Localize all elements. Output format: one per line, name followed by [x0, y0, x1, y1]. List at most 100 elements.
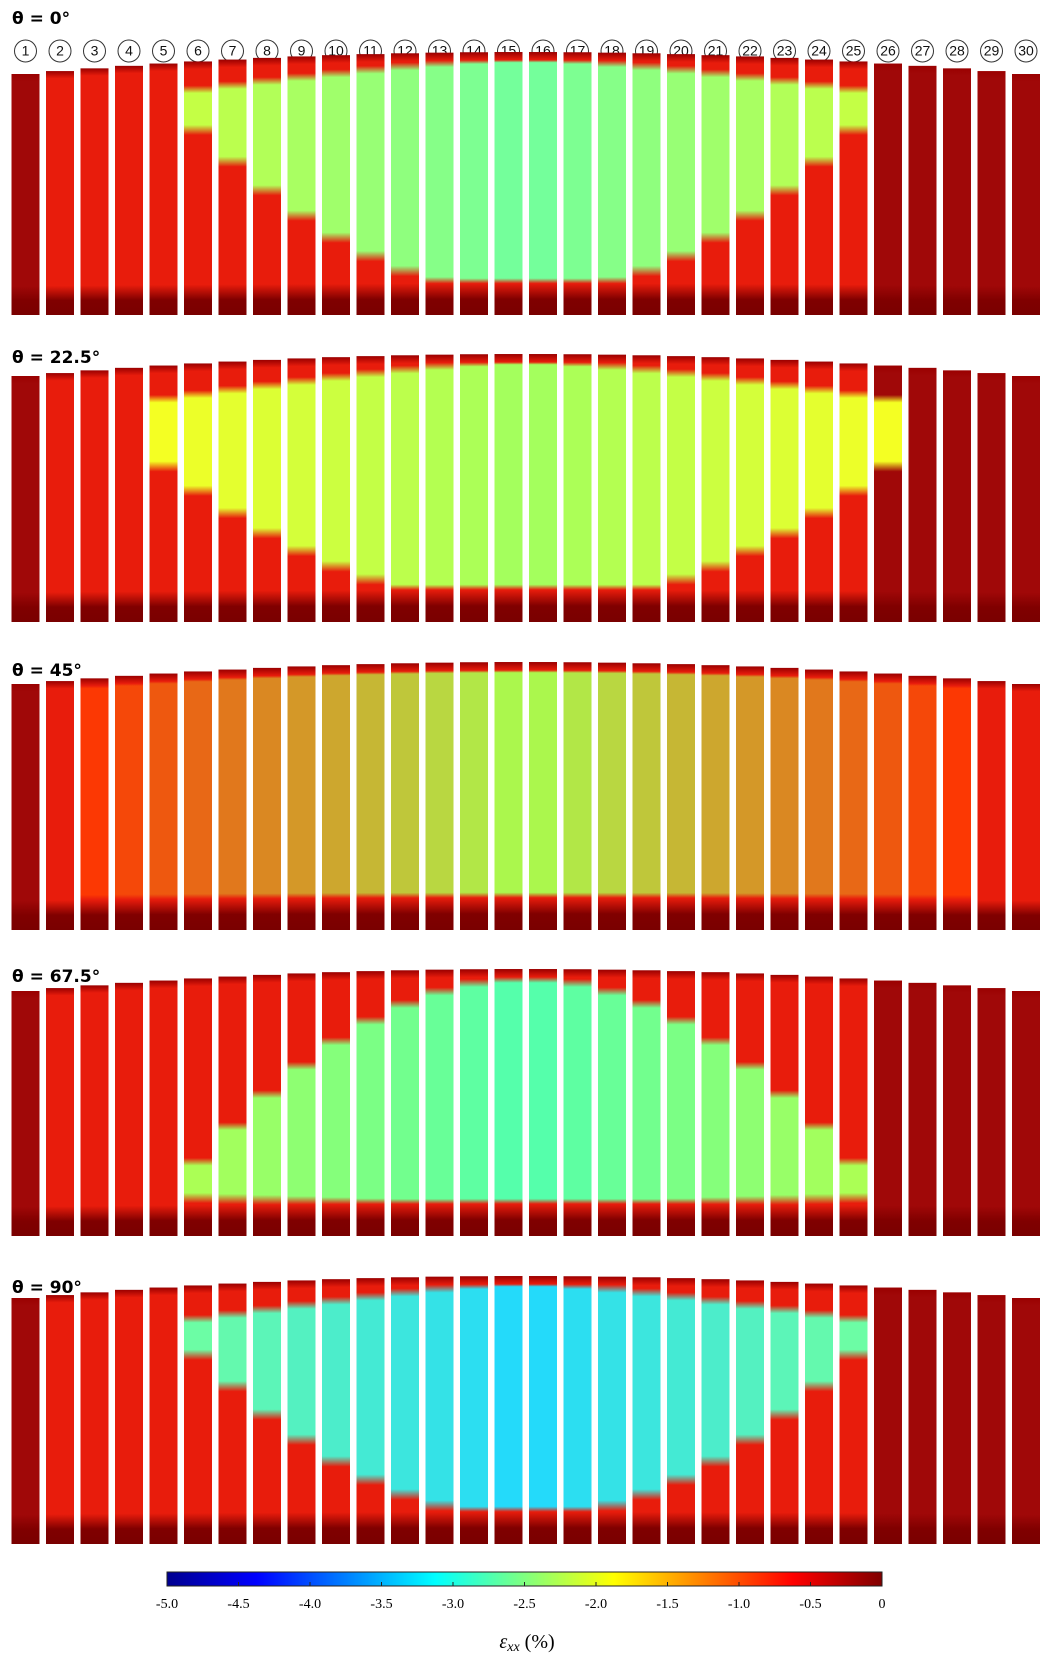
strip — [253, 974, 281, 1236]
strip — [391, 1277, 419, 1544]
strip-number: 28 — [949, 43, 965, 59]
strip — [460, 52, 488, 315]
strip — [770, 1281, 799, 1544]
strip — [701, 55, 730, 315]
colorbar-tick-label: -3.5 — [370, 1597, 392, 1612]
strip — [11, 74, 40, 315]
colorbar-tick-label: -0.5 — [799, 1597, 821, 1612]
strip — [184, 671, 212, 930]
colorbar-tick-label: 0 — [879, 1597, 886, 1612]
strip — [839, 61, 868, 316]
strip — [218, 669, 247, 930]
strip — [874, 980, 902, 1236]
strip — [494, 662, 523, 930]
strip — [11, 684, 40, 930]
strip — [770, 667, 799, 930]
strip — [494, 354, 523, 622]
strip — [701, 357, 730, 622]
strip-number: 7 — [229, 43, 237, 59]
strip — [874, 1287, 902, 1544]
strip-number: 26 — [880, 43, 896, 59]
colorbar-tick-label: -5.0 — [156, 1597, 178, 1612]
colorbar-tick-label: -3.0 — [442, 1597, 464, 1612]
strip — [632, 1277, 661, 1544]
strip — [1012, 991, 1040, 1236]
strip — [218, 1283, 247, 1544]
strip — [149, 1287, 178, 1544]
strip-number: 2 — [56, 43, 64, 59]
strip — [529, 354, 557, 622]
strip — [563, 1276, 592, 1544]
strip — [839, 671, 868, 930]
strip — [184, 1285, 212, 1544]
strip — [701, 972, 730, 1236]
strip — [908, 982, 937, 1236]
strip — [287, 56, 316, 315]
strip — [701, 1279, 730, 1544]
strip — [356, 971, 385, 1236]
strip — [494, 1276, 523, 1544]
strip — [460, 969, 488, 1236]
colorbar-tick-label: -1.5 — [656, 1597, 678, 1612]
strip — [184, 978, 212, 1236]
strip — [391, 970, 419, 1236]
strip — [149, 980, 178, 1236]
panel-title: θ = 0° — [12, 9, 70, 29]
strip — [632, 53, 661, 316]
panel-title: θ = 67.5° — [12, 967, 100, 987]
strip — [46, 373, 74, 622]
strip-number: 23 — [777, 43, 793, 59]
panel-title: θ = 45° — [12, 661, 82, 681]
strip — [805, 669, 833, 930]
strip — [736, 56, 764, 315]
strip — [115, 675, 143, 930]
colorbar-tick-label: -1.0 — [728, 1597, 750, 1612]
strip — [115, 982, 143, 1236]
strip — [805, 1283, 833, 1544]
strip — [839, 978, 868, 1236]
strip — [874, 365, 902, 622]
strip — [943, 370, 971, 622]
strip-number: 5 — [160, 43, 168, 59]
strip — [322, 1279, 350, 1544]
strip — [253, 359, 281, 622]
strip-number: 30 — [1018, 43, 1034, 59]
strip — [11, 991, 40, 1236]
strip — [563, 662, 592, 930]
strip — [529, 969, 557, 1236]
strip — [598, 969, 626, 1236]
strip — [425, 354, 454, 622]
strip — [460, 662, 488, 930]
colorbar-tick-label: -4.5 — [227, 1597, 249, 1612]
strip — [494, 52, 523, 316]
strip — [1012, 376, 1040, 622]
strip — [943, 678, 971, 930]
strip — [115, 367, 143, 622]
strip — [770, 359, 799, 622]
strip — [598, 354, 626, 622]
strip — [563, 52, 592, 315]
strip — [425, 52, 454, 315]
strip — [149, 365, 178, 622]
strip — [11, 1298, 40, 1544]
strip — [391, 53, 419, 316]
strip — [425, 1276, 454, 1544]
strip — [770, 974, 799, 1236]
strip — [736, 358, 764, 622]
strip — [874, 673, 902, 930]
strip — [529, 662, 557, 930]
strip — [356, 356, 385, 622]
colorbar-tick-label: -2.0 — [585, 1597, 607, 1612]
strip-number-circle — [876, 39, 900, 63]
strip — [908, 367, 937, 622]
strip — [977, 373, 1006, 622]
strip — [632, 355, 661, 622]
strip-number-circle — [83, 39, 106, 63]
strip-number: 6 — [194, 43, 202, 59]
strip — [287, 973, 316, 1236]
strip — [805, 976, 833, 1236]
strip-number: 22 — [742, 43, 758, 59]
strip-number: 27 — [915, 43, 931, 59]
colorbar: -5.0 -4.5 -4.0 -3.5 -3.0 -2.5 -2.0 -1.5 -1.0 -0.5… — [156, 1571, 886, 1612]
strip — [977, 71, 1006, 315]
